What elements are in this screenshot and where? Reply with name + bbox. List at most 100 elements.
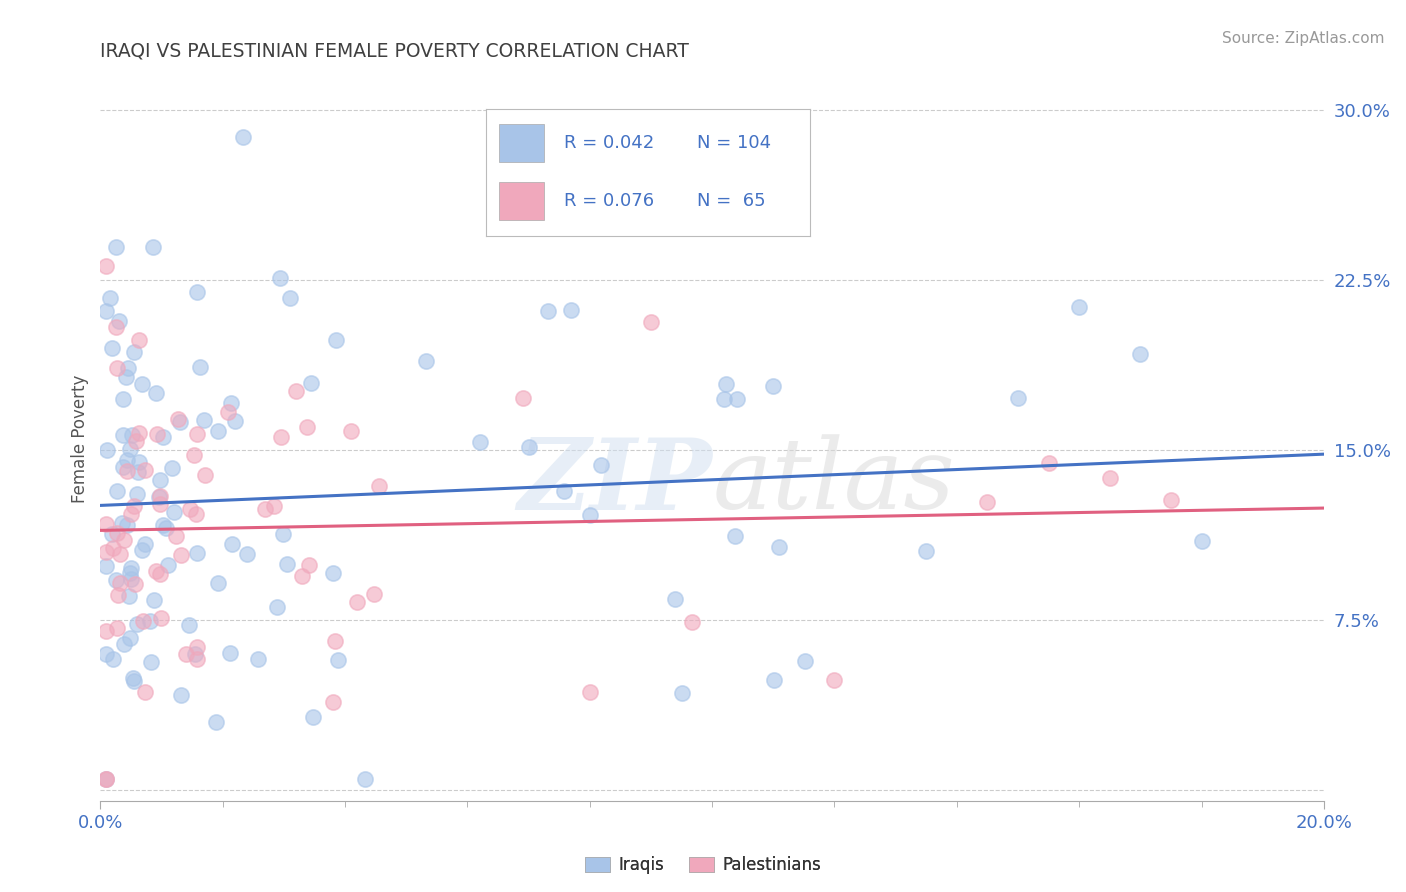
Point: [157, 558, 180, 572]
Point: [155, 520, 177, 534]
Point: [322, 566, 344, 580]
Point: [100, 527, 122, 541]
Point: [762, 379, 785, 393]
Point: [367, 479, 389, 493]
Point: [160, 461, 183, 475]
Point: [207, 425, 229, 439]
Point: [186, 640, 208, 654]
Point: [278, 291, 301, 305]
Point: [1038, 456, 1060, 470]
Point: [122, 671, 145, 685]
Point: [128, 455, 150, 469]
Point: [149, 489, 172, 503]
Point: [101, 652, 124, 666]
Point: [163, 505, 186, 519]
Point: [117, 361, 139, 376]
Point: [118, 566, 141, 580]
Point: [96, 772, 118, 786]
Point: [224, 414, 246, 428]
Point: [640, 315, 662, 329]
Point: [152, 518, 174, 533]
Point: [96, 545, 118, 559]
Point: [512, 391, 534, 405]
Point: [138, 614, 160, 628]
Point: [190, 359, 212, 374]
Point: [125, 617, 148, 632]
Point: [217, 405, 239, 419]
Point: [976, 494, 998, 508]
Point: [762, 673, 785, 688]
Point: [132, 614, 155, 628]
Point: [143, 592, 166, 607]
Point: [111, 427, 134, 442]
Point: [578, 685, 600, 699]
Point: [149, 473, 172, 487]
Point: [142, 240, 165, 254]
Point: [205, 714, 228, 729]
Point: [96, 559, 118, 574]
Point: [112, 533, 135, 547]
Point: [179, 502, 201, 516]
Point: [148, 490, 170, 504]
Point: [149, 566, 172, 581]
Point: [127, 465, 149, 479]
Point: [1069, 300, 1091, 314]
Point: [112, 637, 135, 651]
Point: [107, 525, 129, 540]
Point: [96, 442, 118, 457]
Point: [118, 442, 141, 456]
Point: [112, 392, 135, 407]
Point: [174, 647, 197, 661]
Point: [326, 652, 349, 666]
Point: [322, 695, 344, 709]
Point: [179, 617, 201, 632]
Point: [1129, 347, 1152, 361]
Point: [107, 588, 129, 602]
Point: [96, 517, 118, 532]
Point: [107, 314, 129, 328]
Point: [681, 615, 703, 629]
Point: [96, 259, 118, 273]
Point: [340, 424, 363, 438]
Point: [105, 360, 128, 375]
Point: [120, 632, 142, 646]
Point: [221, 395, 243, 409]
Point: [124, 577, 146, 591]
Point: [134, 684, 156, 698]
Point: [297, 419, 319, 434]
Point: [96, 304, 118, 318]
Point: [101, 341, 124, 355]
Point: [269, 270, 291, 285]
Point: [271, 527, 294, 541]
Text: IRAQI VS PALESTINIAN FEMALE POVERTY CORRELATION CHART: IRAQI VS PALESTINIAN FEMALE POVERTY CORR…: [100, 42, 689, 61]
Point: [120, 561, 142, 575]
Point: [714, 376, 737, 391]
Point: [150, 611, 173, 625]
Legend: Iraqis, Palestinians: Iraqis, Palestinians: [578, 849, 828, 881]
Point: [1191, 534, 1213, 549]
Point: [186, 652, 208, 666]
Point: [121, 428, 143, 442]
Point: [152, 430, 174, 444]
Point: [537, 303, 560, 318]
Point: [101, 541, 124, 556]
Point: [165, 528, 187, 542]
Point: [363, 586, 385, 600]
Point: [1160, 493, 1182, 508]
Point: [108, 548, 131, 562]
Point: [1098, 471, 1121, 485]
Point: [193, 412, 215, 426]
Point: [128, 425, 150, 440]
Point: [266, 599, 288, 614]
Point: [325, 334, 347, 348]
Point: [346, 595, 368, 609]
Point: [170, 548, 193, 562]
Point: [145, 385, 167, 400]
Point: [104, 240, 127, 254]
Point: [105, 621, 128, 635]
Point: [105, 483, 128, 498]
Point: [221, 536, 243, 550]
Point: [184, 647, 207, 661]
Point: [671, 686, 693, 700]
Point: [111, 516, 134, 530]
